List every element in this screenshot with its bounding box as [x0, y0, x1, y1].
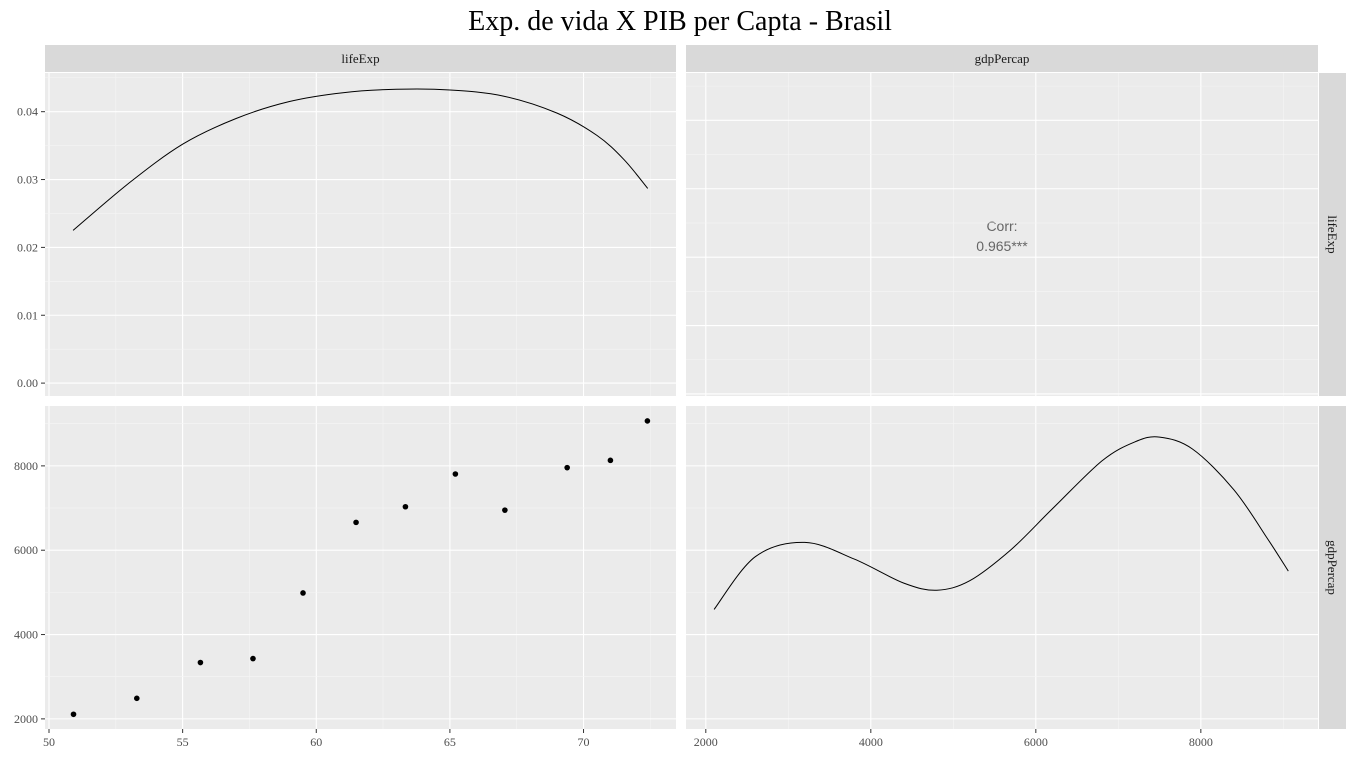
- x-tick-label-lifeExp-3: 65: [444, 735, 456, 749]
- x-tick-label-gdpPercap-0: 2000: [694, 735, 718, 749]
- strip-top-gdpPercap: [686, 45, 1318, 72]
- panel-correlation: [686, 73, 1318, 396]
- scatter-point-10: [607, 457, 614, 464]
- x-tick-label-lifeExp-0: 50: [43, 735, 55, 749]
- scatter-point-9: [564, 464, 570, 471]
- x-tick-label-gdpPercap-2: 6000: [1024, 735, 1048, 749]
- strip-right-gdpPercap: [1319, 406, 1346, 729]
- scatter-point-1: [134, 695, 140, 702]
- scatter-point-2: [197, 659, 204, 666]
- scatter-point-8: [502, 507, 508, 513]
- panel-lifeExp-density: [45, 73, 676, 396]
- scatter-point-7: [452, 471, 459, 477]
- x-tick-label-gdpPercap-3: 8000: [1189, 735, 1213, 749]
- density-line-gdpPercap: [713, 436, 1289, 610]
- scatter-point-5: [353, 519, 359, 526]
- y-tick-label-density-3: 0.03: [17, 173, 38, 187]
- y-tick-label-gdpPercap-0: 2000: [14, 712, 38, 726]
- x-tick-label-lifeExp-2: 60: [310, 735, 322, 749]
- density-line-lifeExp: [72, 88, 649, 231]
- scatter-point-11: [644, 418, 651, 424]
- y-tick-label-density-4: 0.04: [17, 105, 38, 119]
- scatter-point-4: [300, 590, 306, 596]
- scatter-point-6: [402, 503, 409, 510]
- correlation-label: Corr:: [986, 218, 1017, 234]
- x-tick-label-lifeExp-4: 70: [578, 735, 590, 749]
- strip-right-lifeExp: [1319, 73, 1346, 396]
- y-tick-label-gdpPercap-3: 8000: [14, 459, 38, 473]
- x-tick-label-lifeExp-1: 55: [177, 735, 189, 749]
- strip-top-lifeExp: [45, 45, 676, 72]
- strip-right-lifeExp-label: lifeExp: [1325, 215, 1340, 253]
- chart-marks-layer: 50 55 60 65 70 2000 4000 6000 8000 0.00 0.01 0.02 0.…: [14, 73, 1318, 749]
- y-tick-label-gdpPercap-1: 4000: [14, 628, 38, 642]
- y-tick-label-gdpPercap-2: 6000: [14, 543, 38, 557]
- panel-scatter: [45, 406, 676, 729]
- correlation-value: 0.965***: [976, 238, 1028, 254]
- scatter-point-3: [250, 655, 256, 662]
- chart-title: Exp. de vida X PIB per Capta - Brasil: [468, 6, 892, 37]
- panel-gdpPercap-density: [686, 406, 1318, 729]
- scatter-point-0: [70, 711, 77, 718]
- y-tick-label-density-2: 0.02: [17, 240, 38, 254]
- strip-top-lifeExp-label: lifeExp: [341, 51, 379, 66]
- y-tick-label-density-0: 0.00: [17, 376, 38, 390]
- y-tick-label-density-1: 0.01: [17, 308, 38, 322]
- strip-top-gdpPercap-label: gdpPercap: [975, 51, 1030, 66]
- x-tick-label-gdpPercap-1: 4000: [859, 735, 883, 749]
- strip-right-gdpPercap-label: gdpPercap: [1325, 540, 1340, 595]
